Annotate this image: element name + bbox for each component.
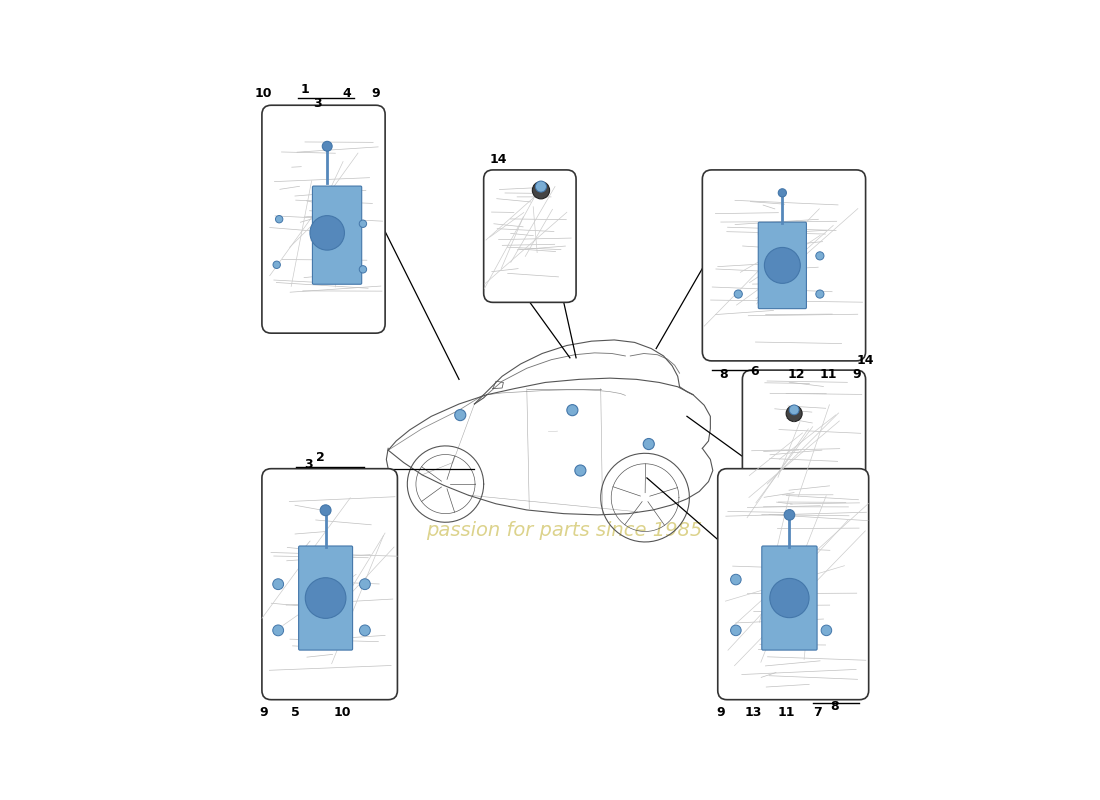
Circle shape (273, 261, 280, 269)
Circle shape (816, 252, 824, 260)
FancyBboxPatch shape (312, 186, 362, 284)
Text: 12: 12 (788, 368, 805, 382)
Text: 9: 9 (852, 368, 860, 382)
Circle shape (536, 181, 547, 192)
Text: 10: 10 (333, 706, 351, 719)
Circle shape (575, 465, 586, 476)
Circle shape (779, 189, 786, 197)
Circle shape (644, 438, 654, 450)
Text: 11: 11 (820, 368, 837, 382)
Circle shape (454, 410, 465, 421)
Circle shape (789, 405, 799, 414)
Circle shape (764, 247, 801, 283)
Text: 4: 4 (342, 87, 351, 100)
Text: 3: 3 (314, 97, 321, 110)
FancyBboxPatch shape (262, 469, 397, 700)
Text: 5: 5 (292, 706, 300, 719)
Circle shape (322, 142, 332, 151)
Text: 7: 7 (813, 706, 822, 719)
Text: 8: 8 (830, 700, 839, 713)
Text: 14: 14 (856, 354, 873, 367)
Text: 13: 13 (745, 706, 762, 719)
Circle shape (360, 220, 366, 227)
Circle shape (821, 625, 832, 636)
FancyBboxPatch shape (717, 469, 869, 700)
Text: 11: 11 (778, 706, 795, 719)
Circle shape (730, 574, 741, 585)
Text: 3: 3 (304, 458, 312, 470)
Text: 9: 9 (260, 706, 268, 719)
Circle shape (566, 405, 578, 416)
FancyBboxPatch shape (762, 546, 817, 650)
Text: 14: 14 (490, 153, 507, 166)
Circle shape (306, 578, 345, 618)
Text: 10: 10 (255, 87, 273, 100)
Circle shape (784, 510, 794, 520)
Circle shape (320, 505, 331, 516)
FancyBboxPatch shape (702, 170, 866, 361)
Circle shape (532, 182, 550, 199)
FancyBboxPatch shape (484, 170, 576, 302)
Circle shape (360, 625, 371, 636)
Circle shape (734, 290, 742, 298)
Text: 2: 2 (316, 451, 324, 464)
Text: 9: 9 (372, 87, 381, 100)
FancyBboxPatch shape (758, 222, 806, 309)
Text: passion for parts since 1985: passion for parts since 1985 (426, 521, 702, 540)
FancyBboxPatch shape (742, 370, 866, 539)
Circle shape (360, 578, 371, 590)
FancyBboxPatch shape (262, 106, 385, 333)
Circle shape (816, 290, 824, 298)
Circle shape (730, 625, 741, 636)
Circle shape (273, 625, 284, 636)
Circle shape (360, 266, 366, 273)
FancyBboxPatch shape (298, 546, 353, 650)
Text: 9: 9 (716, 706, 725, 719)
Text: 8: 8 (719, 368, 728, 382)
Circle shape (273, 578, 284, 590)
Circle shape (275, 215, 283, 223)
Text: 1: 1 (300, 83, 309, 96)
Circle shape (770, 578, 810, 618)
Circle shape (310, 216, 344, 250)
Text: 6: 6 (750, 365, 759, 378)
Circle shape (786, 406, 802, 422)
